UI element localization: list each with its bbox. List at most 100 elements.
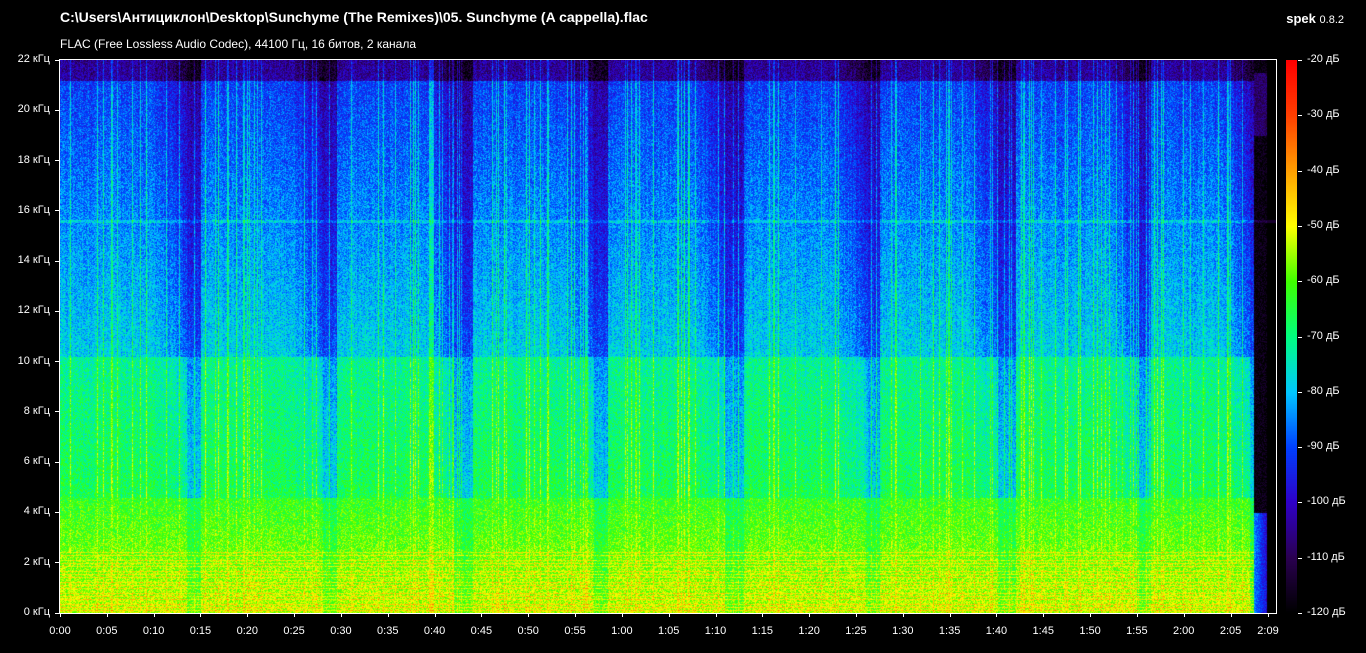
colorbar-tick-label: -30 дБ <box>1307 108 1340 121</box>
app-version: 0.8.2 <box>1319 14 1344 26</box>
colorbar-tick-label: -120 дБ <box>1307 606 1346 618</box>
colorbar-tick <box>1298 60 1302 61</box>
x-tick <box>902 613 904 617</box>
x-tick-label: 0:20 <box>236 625 258 637</box>
x-tick <box>294 613 296 617</box>
colorbar-tick <box>1298 170 1302 172</box>
y-tick <box>55 59 59 61</box>
x-tick-label: 1:45 <box>1032 625 1054 637</box>
x-tick-label: 0:05 <box>96 625 118 637</box>
y-tick <box>55 511 59 513</box>
x-tick <box>715 613 717 617</box>
x-tick <box>340 613 342 617</box>
x-tick-label: 1:35 <box>938 625 961 637</box>
x-tick-label: 1:55 <box>1126 625 1148 637</box>
colorbar-tick-label: -110 дБ <box>1307 550 1345 563</box>
x-tick <box>1183 613 1185 617</box>
app-brand: spek 0.8.2 <box>1286 11 1344 26</box>
colorbar-tick-label: -40 дБ <box>1307 163 1340 176</box>
colorbar-tick <box>1298 391 1302 393</box>
x-tick-label: 1:30 <box>892 625 914 637</box>
x-tick <box>949 613 951 617</box>
y-tick-label: 14 кГц <box>17 254 50 267</box>
x-tick <box>434 613 436 617</box>
colorbar-tick-label: -90 дБ <box>1307 440 1340 453</box>
y-tick <box>55 411 59 413</box>
x-tick-label: 0:25 <box>283 625 305 637</box>
y-tick-label: 2 кГц <box>23 555 50 568</box>
x-tick-label: 0:35 <box>377 625 399 637</box>
colorbar-tick-label: -80 дБ <box>1307 384 1340 397</box>
x-tick-label: 2:09 <box>1257 625 1279 637</box>
x-tick <box>621 613 623 617</box>
y-tick <box>55 160 59 162</box>
x-tick <box>481 613 483 617</box>
colorbar-tick <box>1298 336 1302 338</box>
x-tick <box>1268 613 1269 617</box>
colorbar-tick <box>1298 502 1302 504</box>
colorbar-tick <box>1298 281 1302 283</box>
y-tick-label: 10 кГц <box>17 354 50 367</box>
x-tick-label: 0:55 <box>564 625 586 637</box>
x-tick-label: 1:50 <box>1079 625 1101 637</box>
colorbar-tick <box>1298 115 1302 117</box>
y-tick <box>55 210 59 212</box>
colorbar-tick-label: -20 дБ <box>1307 53 1340 65</box>
x-tick <box>1043 613 1045 617</box>
colorbar-tick-label: -100 дБ <box>1307 495 1346 508</box>
colorbar-tick-label: -70 дБ <box>1307 329 1340 342</box>
y-tick-label: 12 кГц <box>17 304 50 317</box>
x-tick <box>200 613 202 617</box>
x-tick <box>855 613 857 617</box>
y-tick <box>55 109 59 111</box>
y-tick <box>55 461 59 463</box>
x-tick-label: 1:40 <box>985 625 1008 637</box>
colorbar-tick <box>1298 613 1302 614</box>
x-tick <box>153 613 155 617</box>
x-tick-label: 1:20 <box>798 625 820 637</box>
x-tick-label: 2:00 <box>1173 625 1195 637</box>
x-tick <box>809 613 811 617</box>
y-tick <box>55 562 59 564</box>
y-tick <box>55 260 59 262</box>
app-name: spek <box>1286 11 1316 26</box>
x-tick <box>106 613 108 617</box>
colorbar-tick-label: -60 дБ <box>1307 274 1340 287</box>
y-tick-label: 18 кГц <box>17 153 50 166</box>
x-tick-label: 0:00 <box>49 625 71 637</box>
x-tick-label: 1:15 <box>751 625 774 637</box>
y-tick-label: 22 кГц <box>17 53 50 65</box>
y-tick-label: 0 кГц <box>23 606 50 618</box>
y-tick <box>55 361 59 363</box>
x-tick <box>247 613 249 617</box>
y-tick-label: 4 кГц <box>23 505 50 518</box>
x-tick-label: 1:05 <box>657 625 680 637</box>
audio-format-info: FLAC (Free Lossless Audio Codec), 44100 … <box>60 37 416 51</box>
x-tick <box>387 613 389 617</box>
spectrogram <box>60 60 1276 613</box>
x-tick-label: 1:10 <box>704 625 727 637</box>
colorbar-tick <box>1298 557 1302 559</box>
y-tick-label: 6 кГц <box>23 455 50 468</box>
colorbar-tick <box>1298 447 1302 449</box>
x-tick-label: 2:05 <box>1219 625 1242 637</box>
colorbar-tick <box>1298 225 1302 227</box>
x-tick <box>668 613 670 617</box>
colorbar <box>1286 60 1297 613</box>
x-tick-label: 1:25 <box>845 625 867 637</box>
y-tick-label: 16 кГц <box>17 203 50 216</box>
x-tick-label: 1:00 <box>611 625 633 637</box>
x-tick <box>1090 613 1092 617</box>
x-tick-label: 0:10 <box>142 625 165 637</box>
x-tick-label: 0:30 <box>330 625 352 637</box>
x-tick <box>528 613 530 617</box>
y-tick <box>55 310 59 312</box>
x-tick-label: 0:40 <box>423 625 446 637</box>
x-tick-label: 0:15 <box>189 625 212 637</box>
x-tick <box>762 613 764 617</box>
x-tick <box>1230 613 1232 617</box>
x-tick <box>60 613 61 617</box>
y-tick-label: 8 кГц <box>23 404 50 417</box>
x-tick <box>575 613 577 617</box>
x-tick <box>996 613 998 617</box>
